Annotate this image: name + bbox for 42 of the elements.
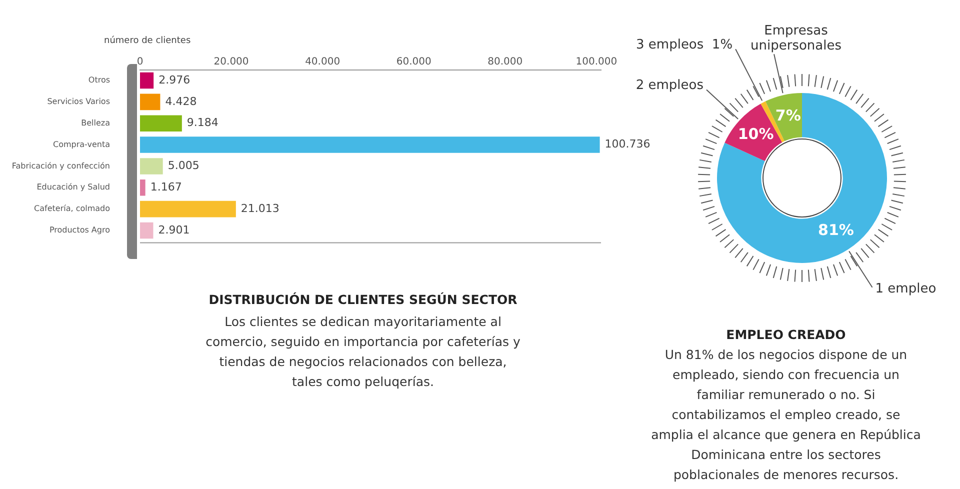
y-tick-label: Servicios Varios xyxy=(47,97,110,106)
bar xyxy=(140,179,146,196)
x-tick-label: 0 xyxy=(136,56,144,68)
data-label: 1.167 xyxy=(150,180,182,194)
data-label: 9.184 xyxy=(186,116,218,130)
x-tick-label: 20.000 xyxy=(214,56,249,68)
slice-label: 2 empleos xyxy=(636,78,704,94)
bar xyxy=(140,158,163,174)
data-label: 2.901 xyxy=(158,223,190,236)
x-tick-label: 60.000 xyxy=(396,56,432,68)
y-tick-label: Productos Agro xyxy=(49,226,110,235)
x-axis-title: número de clientes xyxy=(104,36,191,46)
data-label: 7% xyxy=(775,106,801,125)
text: Un 81% de los negocios dispone de un empleado, siendo con frecuencia un familiar remunerado o no. Si contabilizamos el empleo creado, se amplia el alcance que genera en República Dominicana entre los sectores poblacionales de menores recursos. xyxy=(650,346,922,484)
y-tick-label: Otros xyxy=(88,76,110,85)
slice-label: Empresas unipersonales xyxy=(750,23,842,54)
slice-label: 3 empleos 1% xyxy=(636,37,733,52)
x-tick-label: 40.000 xyxy=(305,56,340,68)
bar xyxy=(140,136,600,153)
slice-label: 1 empleo xyxy=(875,282,936,297)
bar xyxy=(140,115,182,132)
y-tick-label: Cafetería, colmado xyxy=(34,204,110,214)
bar xyxy=(140,94,160,110)
x-tick-label: 80.000 xyxy=(488,56,523,68)
text: DISTRIBUCIÓN DE CLIENTES SEGÚN SECTOR xyxy=(208,292,518,307)
text: EMPLEO CREADO xyxy=(725,327,847,342)
bar xyxy=(140,72,154,89)
text: Los clientes se dedican mayoritariamente al comercio, seguido en importancia por cafeterías y tiendas de negocios relacionados con belleza, tales como peluqerías. xyxy=(205,313,521,391)
x-tick-label: 100.000 xyxy=(576,56,618,68)
y-tick-label: Compra-venta xyxy=(53,140,110,149)
y-tick-label: Fabricación y confección xyxy=(12,161,110,170)
data-label: 21.013 xyxy=(240,202,280,215)
data-label: 5.005 xyxy=(168,159,200,172)
data-label: 81% xyxy=(818,220,854,239)
bar xyxy=(140,222,154,239)
data-label: 100.736 xyxy=(604,138,650,151)
y-tick-label: Educación y Salud xyxy=(36,182,110,192)
data-label: 4.428 xyxy=(165,94,197,108)
data-label: 2.976 xyxy=(158,73,190,86)
bar xyxy=(140,200,236,218)
data-label: 10% xyxy=(738,125,774,144)
y-tick-label: Belleza xyxy=(81,118,110,128)
